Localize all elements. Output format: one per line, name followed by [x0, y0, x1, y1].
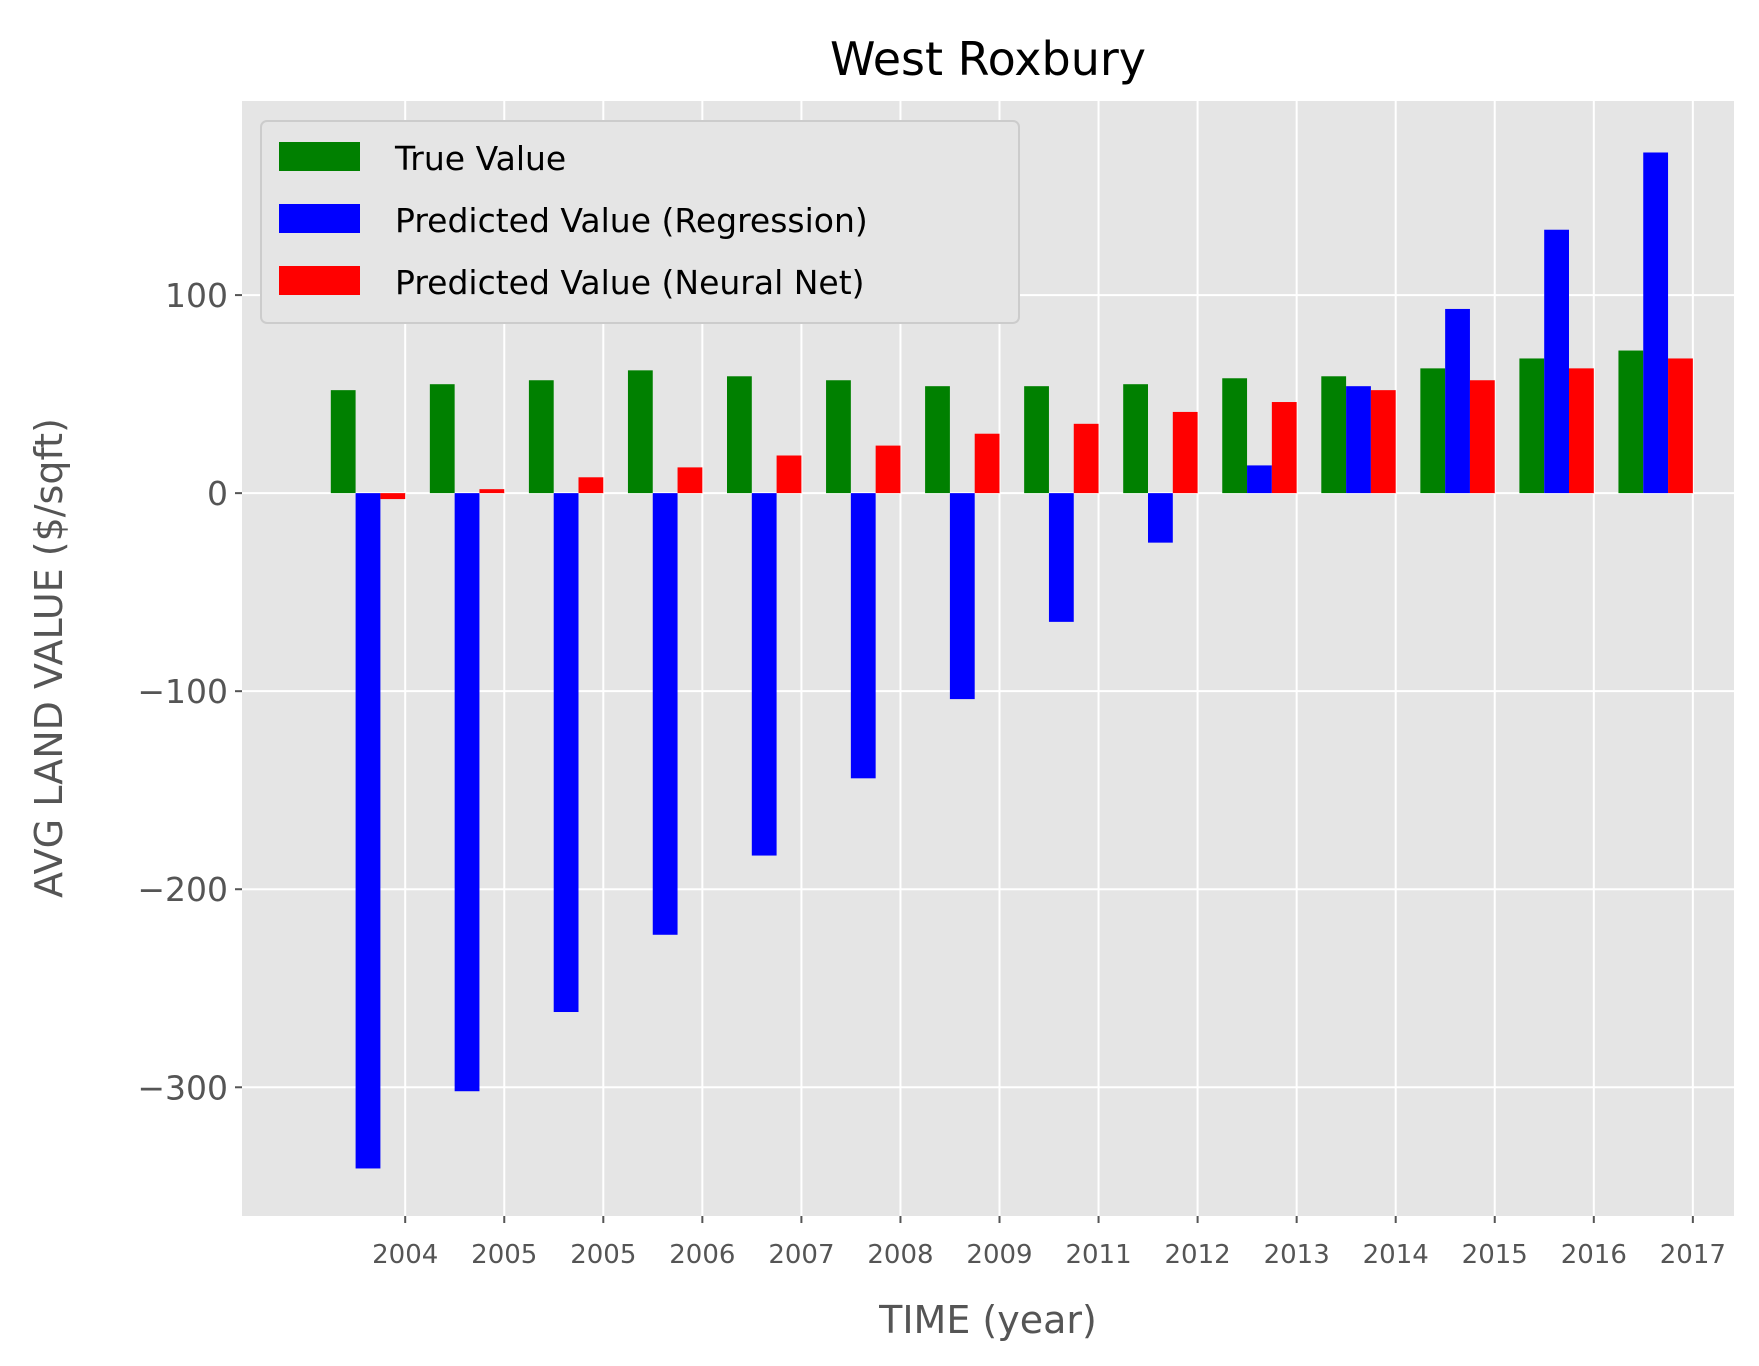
true-value-bar: [1024, 386, 1049, 494]
neural-net-bar: [1073, 423, 1099, 494]
regression-bar: [454, 493, 480, 1092]
legend-swatch-regression: [279, 204, 360, 233]
regression-bar: [850, 493, 876, 779]
regression-bar: [1445, 308, 1470, 494]
legend-label-true-value: True Value: [394, 139, 566, 178]
x-tick-label: 2005: [570, 1240, 636, 1270]
neural-net-bar: [578, 477, 604, 494]
legend-swatch-neural-net: [279, 266, 360, 295]
regression-bar: [1048, 493, 1074, 622]
true-value-bar: [1519, 358, 1545, 494]
neural-net-bar: [875, 445, 901, 494]
neural-net-bar: [1469, 380, 1495, 494]
y-tick-label: 100: [165, 276, 228, 315]
regression-bar: [1643, 152, 1669, 494]
true-value-bar: [330, 390, 356, 494]
x-tick-label: 2012: [1165, 1240, 1231, 1270]
x-tick-label: 2014: [1363, 1240, 1429, 1270]
regression-bar: [553, 493, 579, 1013]
neural-net-bar: [1172, 411, 1198, 494]
regression-bar: [751, 493, 777, 856]
regression-bar: [1346, 386, 1371, 494]
x-tick-label: 2015: [1462, 1240, 1528, 1270]
y-tick-label: −100: [137, 672, 228, 711]
x-tick-label: 2006: [669, 1240, 735, 1270]
regression-bar: [1544, 229, 1569, 494]
true-value-bar: [727, 376, 752, 494]
neural-net-bar: [776, 455, 802, 494]
regression-bar: [1247, 465, 1272, 494]
true-value-bar: [1123, 384, 1148, 494]
legend: True Value Predicted Value (Regression) …: [260, 120, 1020, 324]
neural-net-bar: [380, 493, 406, 500]
legend-label-neural-net: Predicted Value (Neural Net): [395, 263, 865, 302]
x-tick-label: 2005: [471, 1240, 537, 1270]
regression-bar: [355, 493, 381, 1169]
true-value-bar: [1420, 368, 1446, 494]
bars: [330, 152, 1693, 1169]
neural-net-bar: [1271, 402, 1297, 494]
true-value-bar: [1321, 376, 1347, 494]
y-tick-label: −300: [137, 1068, 228, 1107]
x-tick-label: 2017: [1660, 1240, 1726, 1270]
true-value-bar: [826, 380, 851, 494]
regression-bar: [652, 493, 678, 935]
true-value-bar: [627, 370, 653, 494]
y-tick-label: 0: [207, 474, 228, 513]
x-tick-label: 2004: [372, 1240, 438, 1270]
x-tick-label: 2008: [867, 1240, 933, 1270]
regression-bar: [949, 493, 975, 700]
x-tick-label: 2009: [966, 1240, 1032, 1270]
neural-net-bar: [974, 433, 1000, 494]
true-value-bar: [925, 386, 950, 494]
chart-title: West Roxbury: [830, 32, 1146, 86]
tick-labels: 100 0 −100 −200 −300 2004 2005 2005 2006 2007 2008…: [137, 276, 1726, 1270]
neural-net-bar: [1370, 390, 1396, 494]
x-tick-label: 2011: [1065, 1240, 1131, 1270]
regression-bar: [1148, 493, 1173, 543]
y-axis-label: AVG LAND VALUE ($/sqft): [27, 418, 71, 898]
true-value-bar: [1618, 350, 1644, 494]
neural-net-bar: [1569, 368, 1594, 494]
x-tick-label: 2016: [1561, 1240, 1627, 1270]
x-axis-label: TIME (year): [878, 1298, 1097, 1342]
true-value-bar: [1222, 378, 1248, 494]
true-value-bar: [528, 380, 554, 494]
x-tick-label: 2013: [1264, 1240, 1330, 1270]
legend-box: [260, 120, 1020, 324]
legend-label-regression: Predicted Value (Regression): [395, 201, 868, 240]
legend-swatch-true-value: [279, 142, 360, 171]
true-value-bar: [429, 384, 455, 494]
x-tick-label: 2007: [768, 1240, 834, 1270]
neural-net-bar: [479, 489, 505, 494]
neural-net-bar: [677, 467, 703, 494]
neural-net-bar: [1668, 358, 1693, 494]
y-tick-label: −200: [137, 870, 228, 909]
